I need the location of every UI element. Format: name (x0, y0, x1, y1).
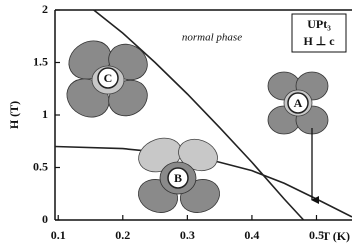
gap-c-illustration: C (60, 33, 154, 124)
y-tick-label: 1.5 (33, 54, 48, 68)
chart: 0.10.20.30.40.500.511.52 C B A normal ph… (0, 0, 352, 246)
y-axis-label: H (T) (7, 101, 21, 129)
phase-label: C (104, 71, 113, 85)
y-tick-label: 1 (42, 107, 48, 121)
gap-b-illustration: B (134, 132, 225, 217)
page: {"chart_data": { "type": "line", "xlabel… (0, 0, 352, 246)
phase-label: B (174, 171, 182, 185)
x-tick-label: 0.3 (180, 228, 195, 242)
gap-a-illustration: A (268, 72, 328, 134)
y-tick-label: 0 (42, 212, 48, 226)
phase-label: A (294, 96, 303, 110)
x-tick-label: 0.1 (51, 228, 66, 242)
y-tick-label: 0.5 (33, 159, 48, 173)
x-tick-label: 0.2 (115, 228, 130, 242)
info-text: UPt₃ (307, 17, 331, 31)
x-tick-label: 0.4 (244, 228, 259, 242)
x-axis-label: T (K) (322, 229, 350, 243)
info-text: H ⊥ c (303, 34, 335, 48)
y-tick-label: 2 (42, 2, 48, 16)
annotation: normal phase (182, 32, 242, 44)
